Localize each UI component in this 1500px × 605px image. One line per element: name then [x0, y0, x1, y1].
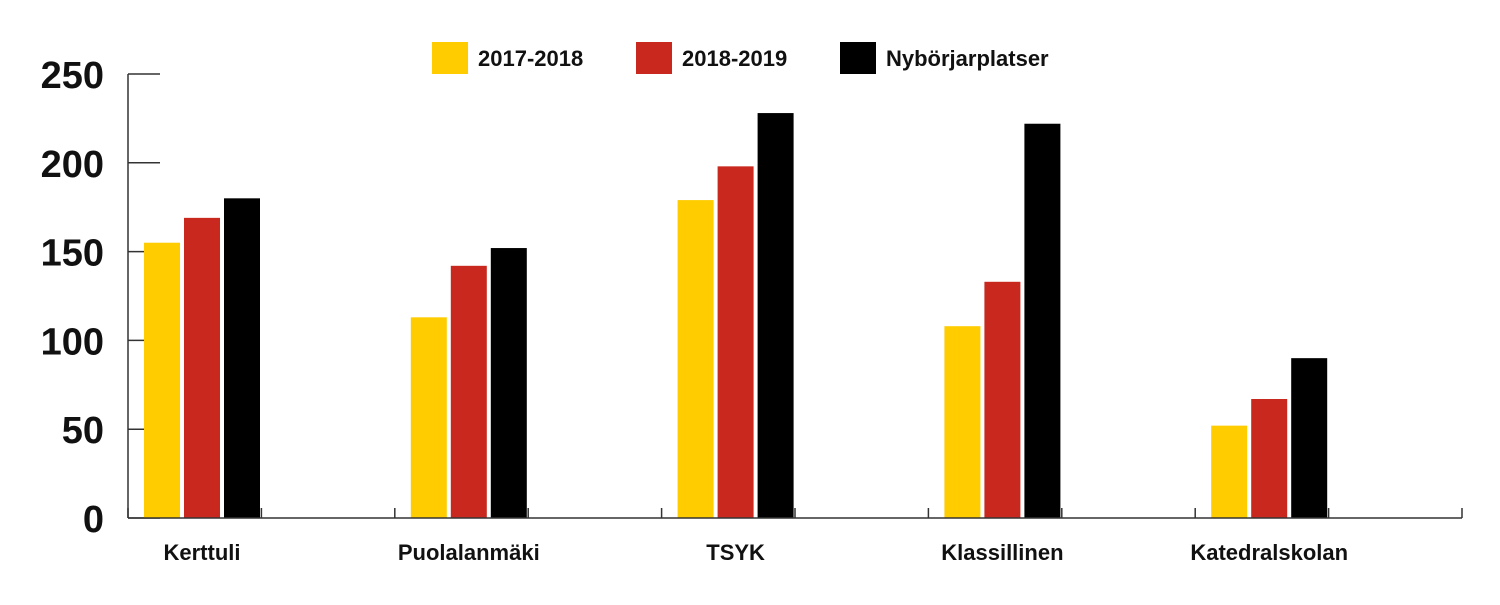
category-label: TSYK — [706, 540, 765, 565]
bar — [1291, 358, 1328, 518]
legend-swatch — [840, 42, 876, 74]
bar — [757, 113, 794, 519]
bar — [1024, 123, 1061, 518]
category-label: Klassillinen — [941, 540, 1063, 565]
bars — [144, 113, 1328, 519]
y-tick-label: 100 — [41, 321, 104, 363]
y-tick-label: 0 — [83, 499, 104, 541]
y-tick-label: 200 — [41, 144, 104, 186]
bar — [224, 198, 260, 518]
y-axis-ticks: 0 50 100 150 200 250 — [41, 55, 160, 541]
y-tick-label: 150 — [41, 233, 104, 275]
bar — [184, 217, 220, 518]
y-tick-label: 250 — [41, 55, 104, 97]
bar — [984, 281, 1021, 518]
legend-label: 2018-2019 — [682, 46, 787, 71]
bar — [717, 166, 754, 519]
bar — [410, 317, 447, 518]
category-label: Katedralskolan — [1190, 540, 1348, 565]
bar — [144, 242, 180, 518]
bar — [1211, 425, 1248, 518]
legend: 2017-2018 2018-2019 Nybörjarplatser — [432, 42, 1049, 74]
category-label: Puolalanmäki — [398, 540, 540, 565]
legend-swatch — [432, 42, 468, 74]
bar — [490, 248, 527, 518]
x-axis-ticks — [127, 508, 1463, 518]
category-label: Kerttuli — [164, 540, 241, 565]
bar — [677, 200, 714, 518]
bar — [944, 326, 981, 518]
category-labels: Kerttuli Puolalanmäki TSYK Klassillinen Kate… — [164, 540, 1349, 565]
y-tick-label: 50 — [62, 410, 104, 452]
bar — [450, 265, 487, 518]
legend-label: Nybörjarplatser — [886, 46, 1049, 71]
legend-label: 2017-2018 — [478, 46, 583, 71]
legend-swatch — [636, 42, 672, 74]
bar — [1251, 399, 1288, 518]
